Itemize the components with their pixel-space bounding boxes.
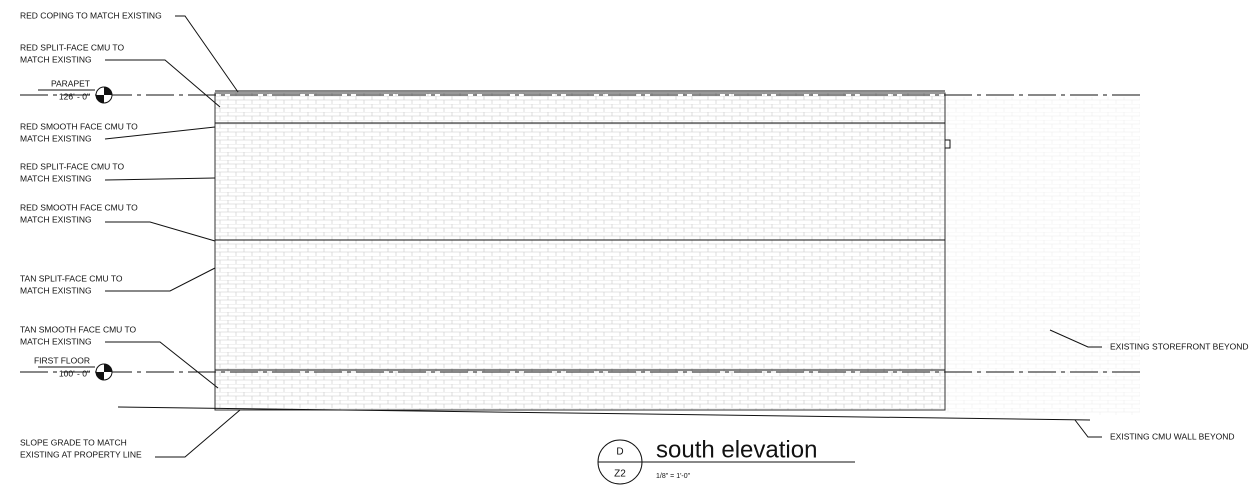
detail-number: D: [616, 447, 623, 458]
annotation-text: MATCH EXISTING: [20, 54, 92, 64]
view-title: D Z2 south elevation 1/8" = 1'-0": [597, 436, 855, 485]
leader-line: [104, 126, 216, 140]
level-elevation: 126' - 0": [59, 91, 90, 101]
leader-line: [1049, 329, 1102, 348]
sheet-number: Z2: [614, 469, 626, 480]
annotation-text: RED SPLIT-FACE CMU TO: [20, 42, 124, 52]
leader-line: [1074, 419, 1102, 438]
leader-line: [175, 15, 239, 93]
annotations: RED COPING TO MATCH EXISTING RED SPLIT-FA…: [20, 10, 1249, 459]
view-name: south elevation: [656, 436, 817, 463]
leader-line: [105, 59, 221, 108]
level-symbol-fill: [96, 87, 112, 103]
annotation-text: RED SPLIT-FACE CMU TO: [20, 161, 124, 171]
annotation-text: MATCH EXISTING: [20, 214, 92, 224]
view-scale: 1/8" = 1'-0": [656, 473, 691, 480]
annotation-text: MATCH EXISTING: [20, 133, 92, 143]
leader-line: [105, 341, 219, 389]
leader-line: [105, 267, 216, 292]
annotation-text: SLOPE GRADE TO MATCH: [20, 437, 127, 447]
annotation-text: MATCH EXISTING: [20, 173, 92, 183]
storefront-beyond: [945, 97, 1140, 415]
grade-line: [117, 406, 1091, 421]
annotation-text: EXISTING AT PROPERTY LINE: [20, 449, 142, 459]
leader-line: [155, 409, 241, 458]
level-name: PARAPET: [51, 78, 90, 88]
annotation-text: EXISTING CMU WALL BEYOND: [1110, 431, 1235, 441]
storefront-detail: [945, 139, 951, 149]
annotation-text: TAN SMOOTH FACE CMU TO: [20, 324, 137, 334]
annotation-text: EXISTING STOREFRONT BEYOND: [1110, 341, 1249, 351]
annotation-text: TAN SPLIT-FACE CMU TO: [20, 273, 123, 283]
level-elevation: 100' - 0": [59, 368, 90, 378]
levels: PARAPET 126' - 0" FIRST FLOOR 100' - 0": [34, 78, 113, 381]
wall: [214, 92, 946, 411]
annotation-text: RED SMOOTH FACE CMU TO: [20, 121, 138, 131]
annotation-text: MATCH EXISTING: [20, 336, 92, 346]
annotation-text: RED SMOOTH FACE CMU TO: [20, 202, 138, 212]
level-symbol-fill: [96, 364, 112, 380]
leader-line: [105, 221, 216, 242]
leader-line: [104, 177, 216, 181]
annotation-text: MATCH EXISTING: [20, 285, 92, 295]
annotation-text: RED COPING TO MATCH EXISTING: [20, 10, 162, 20]
level-name: FIRST FLOOR: [34, 355, 90, 365]
